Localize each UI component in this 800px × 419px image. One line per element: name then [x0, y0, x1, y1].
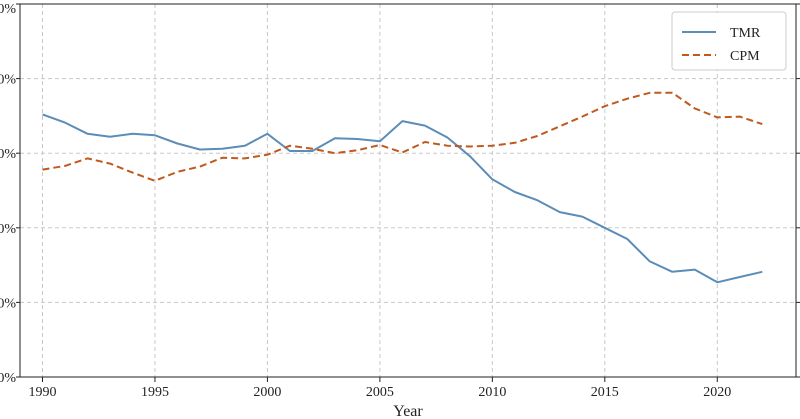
x-tick-label: 2010	[478, 385, 506, 400]
left-tick-label: 0%	[0, 73, 16, 88]
grid-lines	[20, 4, 796, 377]
x-tick-label: 2020	[703, 385, 731, 400]
x-tick-label: 1990	[28, 385, 56, 400]
x-tick-label: 2015	[591, 385, 619, 400]
x-tick-label: 2000	[253, 385, 281, 400]
plot-frame	[19, 3, 797, 378]
series-line-tmr	[42, 113, 763, 284]
x-tick-label: 2005	[366, 385, 394, 400]
axis-ticks: 19901995200020052010201520200%30%20%20%2…	[0, 2, 800, 400]
legend-label-cpm: CPM	[730, 49, 760, 64]
left-tick-label: 0%	[0, 371, 16, 386]
left-tick-label: 0%	[0, 147, 16, 162]
left-tick-label: 0%	[0, 296, 16, 311]
series-lines	[42, 91, 763, 284]
x-tick-label: 1995	[141, 385, 169, 400]
legend-label-tmr: TMR	[730, 26, 761, 41]
left-tick-label: 0%	[0, 222, 16, 237]
left-tick-label: 0%	[0, 2, 16, 17]
series-line-cpm	[42, 91, 763, 182]
legend-box	[671, 11, 787, 71]
x-axis-title: Year	[393, 403, 423, 419]
legend: TMR CPM	[671, 11, 787, 71]
